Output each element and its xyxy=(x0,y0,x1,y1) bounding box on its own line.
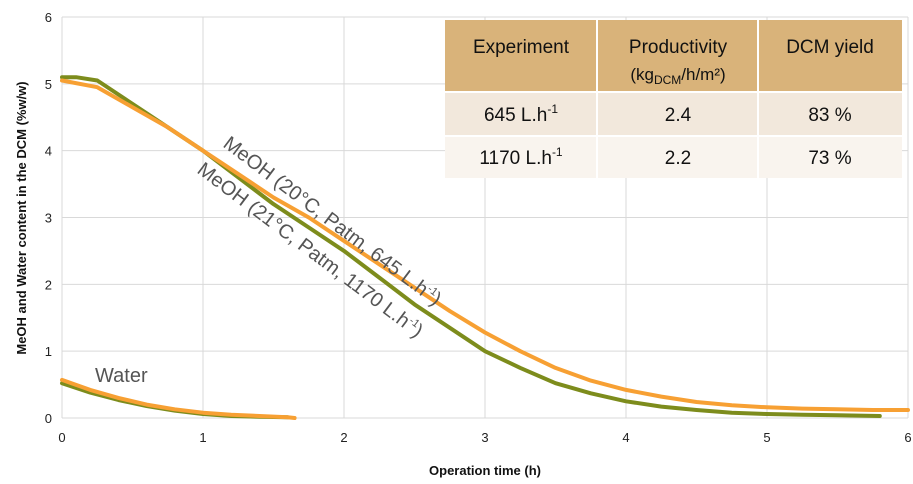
row-1-exp-sup: -1 xyxy=(547,102,558,116)
unit-pre: (kg xyxy=(630,65,654,84)
x-tick-3: 3 xyxy=(481,430,488,445)
x-tick-1: 1 xyxy=(199,430,206,445)
x-tick-0: 0 xyxy=(58,430,65,445)
row-2-exp-text: 1170 L.h xyxy=(479,148,552,169)
row-1-exp-text: 645 L.h xyxy=(484,105,547,126)
unit-post: /h/m²) xyxy=(681,65,725,84)
table-row-2-productivity: 2.2 xyxy=(665,148,691,169)
water-annotation: Water xyxy=(95,365,148,387)
table-header-experiment: Experiment xyxy=(473,37,570,58)
y-tick-5: 5 xyxy=(45,77,52,92)
x-axis-label: Operation time (h) xyxy=(429,463,541,478)
y-tick-labels: 0 1 2 3 4 5 6 xyxy=(45,10,52,426)
x-tick-5: 5 xyxy=(763,430,770,445)
unit-sub: DCM xyxy=(654,73,681,87)
y-tick-0: 0 xyxy=(45,411,52,426)
table-header-productivity-unit: (kgDCM/h/m²) xyxy=(630,65,725,87)
table-header-productivity: Productivity xyxy=(629,37,728,58)
meoh-21c-annotation: MeOH (21°C, Patm, 1170 L.h-1) xyxy=(193,158,427,342)
results-table: Experiment Productivity (kgDCM/h/m²) DCM… xyxy=(445,20,902,178)
x-tick-4: 4 xyxy=(622,430,629,445)
table-header-bg xyxy=(445,20,902,92)
series-line-3 xyxy=(60,381,290,420)
y-tick-1: 1 xyxy=(45,344,52,359)
meoh-20c-annotation: MeOH (20°C, Patm, 645 L.h-1) xyxy=(219,132,445,310)
y-tick-6: 6 xyxy=(45,10,52,25)
series-line-0 xyxy=(60,78,910,412)
table-row-1-experiment: 645 L.h-1 xyxy=(484,102,558,126)
table-row-2-yield: 73 % xyxy=(808,148,851,169)
x-tick-labels: 0 1 2 3 4 5 6 xyxy=(58,430,911,445)
y-tick-2: 2 xyxy=(45,277,52,292)
y-axis-label: MeOH and Water content in the DCM (%w/w) xyxy=(14,81,29,354)
table-row-1-yield: 83 % xyxy=(808,105,851,126)
table-header-dcm-yield: DCM yield xyxy=(786,37,874,58)
row-2-exp-sup: -1 xyxy=(552,145,563,159)
table-row-1-productivity: 2.4 xyxy=(665,105,692,126)
table-row-2-experiment: 1170 L.h-1 xyxy=(479,145,563,169)
y-tick-3: 3 xyxy=(45,211,52,226)
y-tick-4: 4 xyxy=(45,144,52,159)
series-line-2 xyxy=(60,377,297,420)
x-tick-6: 6 xyxy=(904,430,911,445)
x-tick-2: 2 xyxy=(340,430,347,445)
table-row-2-bg xyxy=(445,136,902,178)
table-row-1-bg xyxy=(445,92,902,136)
series-lines xyxy=(60,75,910,420)
